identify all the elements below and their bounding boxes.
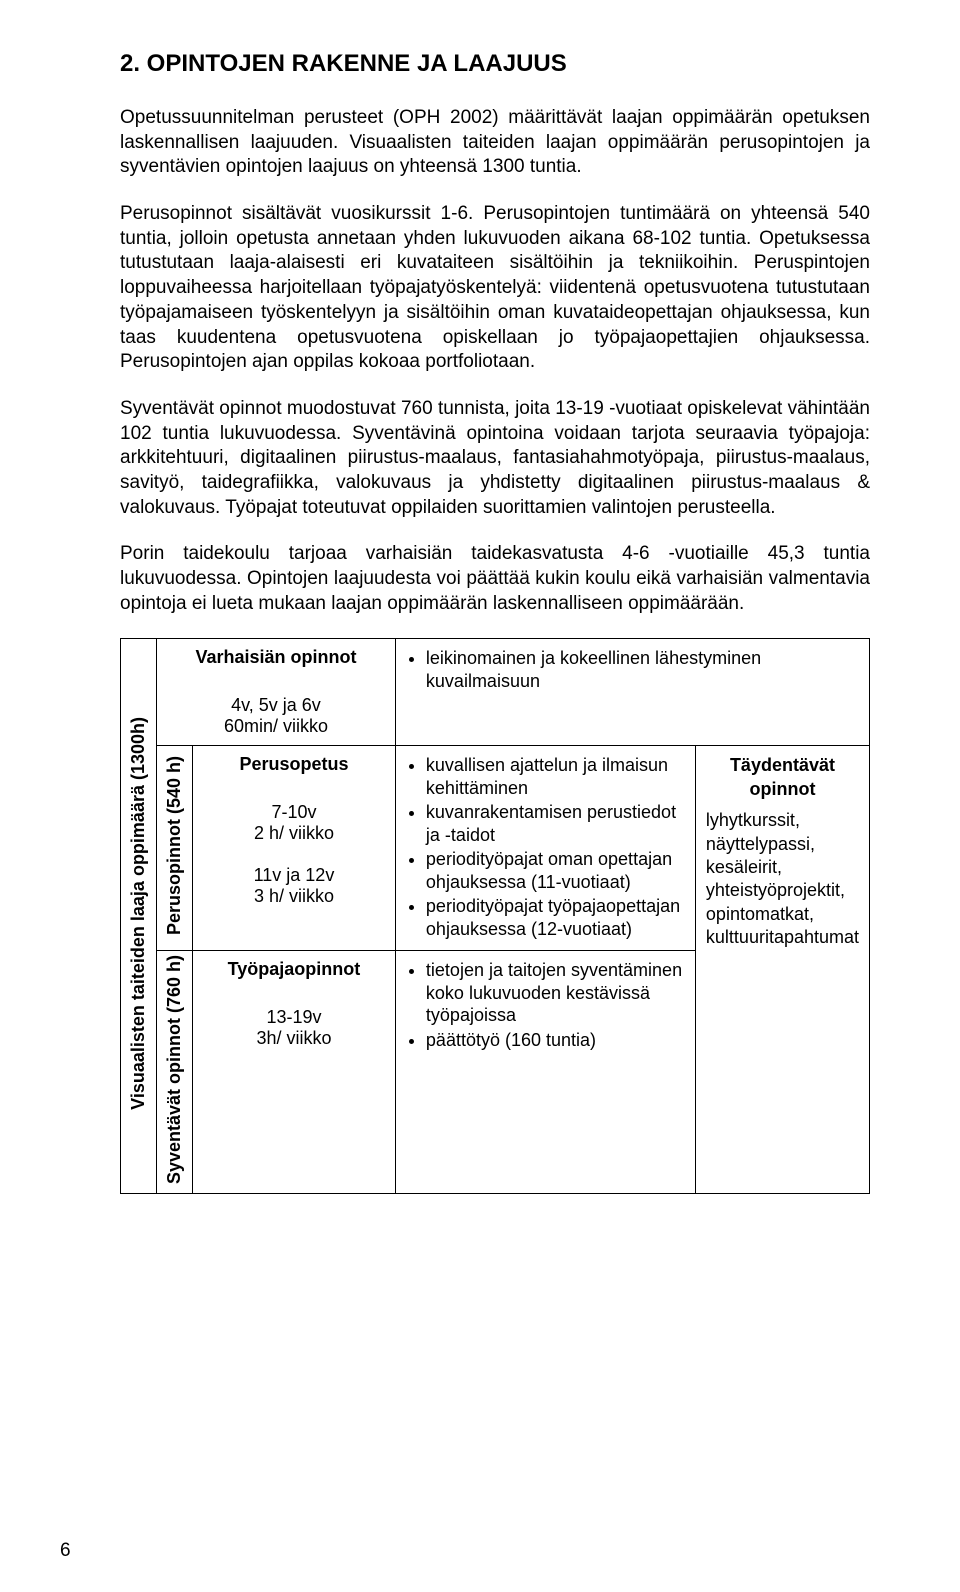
table-row: Visuaalisten taiteiden laaja oppimäärä (… — [121, 639, 870, 746]
row1-bullet: leikinomainen ja kokeellinen lähestymine… — [426, 647, 859, 692]
curriculum-table: Visuaalisten taiteiden laaja oppimäärä (… — [120, 638, 870, 1194]
row3-sub2: 3h/ viikko — [203, 1028, 385, 1049]
table-row: Perusopinnot (540 h) Perusopetus 7-10v 2… — [121, 746, 870, 951]
vertical-label-text: Syventävät opinnot (760 h) — [164, 955, 186, 1184]
rightcol-text: lyhytkurssit, näyttelypassi, kesäleirit,… — [706, 810, 859, 947]
row1-sub1: 4v, 5v ja 6v — [167, 695, 385, 716]
paragraph-3: Syventävät opinnot muodostuvat 760 tunni… — [120, 397, 870, 520]
row3-bullet: päättötyö (160 tuntia) — [426, 1029, 685, 1052]
vertical-label-text: Visuaalisten taiteiden laaja oppimäärä (… — [128, 717, 150, 1110]
vertical-label-perus: Perusopinnot (540 h) — [157, 746, 193, 951]
row2-sub1: 7-10v — [203, 802, 385, 823]
cell-tyopaja-bullets: tietojen ja taitojen syventäminen koko l… — [395, 951, 695, 1194]
page-number: 6 — [60, 1540, 71, 1562]
row3-bullet: tietojen ja taitojen syventäminen koko l… — [426, 959, 685, 1027]
cell-varhaisian-bullets: leikinomainen ja kokeellinen lähestymine… — [395, 639, 869, 746]
cell-varhaisian: Varhaisiän opinnot 4v, 5v ja 6v 60min/ v… — [157, 639, 396, 746]
cell-perusopetus-bullets: kuvallisen ajattelun ja ilmaisun kehittä… — [395, 746, 695, 951]
row2-bullet: kuvallisen ajattelun ja ilmaisun kehittä… — [426, 754, 685, 799]
vertical-label-total: Visuaalisten taiteiden laaja oppimäärä (… — [121, 639, 157, 1194]
vertical-label-text: Perusopinnot (540 h) — [164, 756, 186, 935]
row3-sub1: 13-19v — [203, 1007, 385, 1028]
paragraph-2: Perusopinnot sisältävät vuosikurssit 1-6… — [120, 202, 870, 375]
row2-bullet: periodityöpajat oman opettajan ohjaukses… — [426, 848, 685, 893]
row2-bullet: periodityöpajat työpajaopettajan ohjauks… — [426, 895, 685, 940]
cell-perusopetus: Perusopetus 7-10v 2 h/ viikko 11v ja 12v… — [193, 746, 396, 951]
paragraph-4: Porin taidekoulu tarjoaa varhaisiän taid… — [120, 542, 870, 616]
paragraph-1: Opetussuunnitelman perusteet (OPH 2002) … — [120, 106, 870, 180]
vertical-label-syventavat: Syventävät opinnot (760 h) — [157, 951, 193, 1194]
row3-title: Työpajaopinnot — [203, 959, 385, 980]
section-heading: 2. OPINTOJEN RAKENNE JA LAAJUUS — [120, 50, 870, 78]
rightcol-title: Täydentävät opinnot — [706, 754, 859, 801]
row2-title: Perusopetus — [203, 754, 385, 775]
row1-sub2: 60min/ viikko — [167, 716, 385, 737]
row2-sub2: 2 h/ viikko — [203, 823, 385, 844]
row2-sub3: 11v ja 12v — [203, 865, 385, 886]
row2-sub4: 3 h/ viikko — [203, 886, 385, 907]
row2-bullet: kuvanrakentamisen perustiedot ja -taidot — [426, 801, 685, 846]
row1-title: Varhaisiän opinnot — [167, 647, 385, 668]
cell-taydentavat: Täydentävät opinnot lyhytkurssit, näytte… — [695, 746, 869, 1194]
cell-tyopaja: Työpajaopinnot 13-19v 3h/ viikko — [193, 951, 396, 1194]
